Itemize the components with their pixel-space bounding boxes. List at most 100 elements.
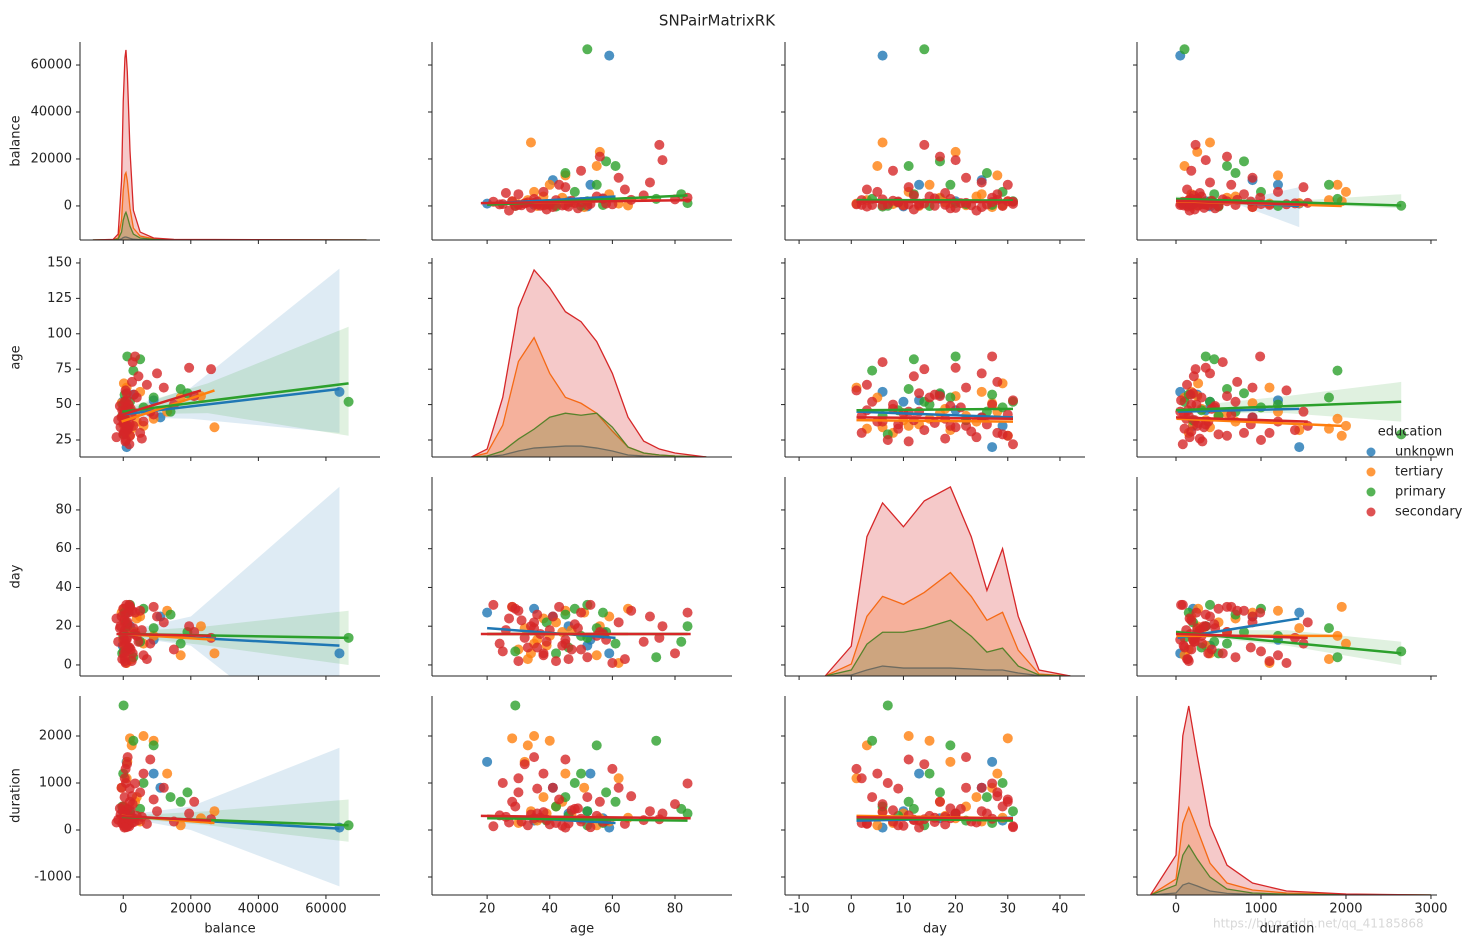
- scatter-point: [1002, 179, 1013, 190]
- kde-line: [471, 268, 707, 457]
- scatter-point: [914, 822, 925, 833]
- scatter-point: [165, 609, 176, 620]
- scatter-point: [175, 638, 186, 649]
- scatter-point: [560, 768, 571, 779]
- kde-line: [92, 210, 367, 240]
- scatter-point: [529, 730, 540, 741]
- scatter-point: [560, 609, 571, 620]
- kde-line: [825, 619, 1071, 676]
- regression-line: [1175, 197, 1402, 207]
- scatter-point: [538, 807, 549, 818]
- scatter-point: [657, 155, 668, 166]
- y-tick-label: 60: [55, 541, 72, 556]
- scatter-point: [1188, 636, 1199, 647]
- scatter-point: [934, 151, 945, 162]
- scatter-point: [1213, 603, 1224, 614]
- scatter-point: [1281, 385, 1292, 396]
- scatter-point: [607, 763, 618, 774]
- scatter-point: [945, 203, 956, 214]
- scatter-point: [1203, 648, 1214, 659]
- scatter-point: [1182, 654, 1193, 665]
- scatter-point: [976, 386, 987, 397]
- panel: [851, 700, 1018, 833]
- scatter-point: [133, 371, 144, 382]
- scatter-point: [1184, 205, 1195, 216]
- scatter-point: [124, 783, 135, 794]
- scatter-point: [1200, 351, 1211, 362]
- scatter-point: [613, 773, 624, 784]
- scatter-point: [554, 179, 565, 190]
- scatter-point: [582, 806, 593, 817]
- scatter-point: [494, 638, 505, 649]
- scatter-point: [1210, 203, 1221, 214]
- scatter-point: [585, 599, 596, 610]
- scatter-point: [594, 151, 605, 162]
- scatter-point: [158, 382, 169, 393]
- legend-label: secondary: [1395, 505, 1463, 520]
- regression-line: [856, 416, 1014, 421]
- scatter-point: [888, 165, 898, 176]
- scatter-point: [119, 773, 130, 784]
- scatter-point: [551, 656, 562, 667]
- scatter-point: [1197, 638, 1208, 649]
- scatter-point: [610, 796, 621, 807]
- scatter-point: [563, 654, 574, 665]
- scatter-point: [122, 617, 133, 628]
- scatter-point: [1008, 806, 1018, 817]
- scatter-point: [1336, 430, 1347, 441]
- scatter-point: [500, 188, 511, 199]
- panel: [1175, 351, 1407, 453]
- x-tick-label: 60: [604, 902, 621, 917]
- scatter-point: [510, 603, 521, 614]
- scatter-point: [924, 399, 935, 410]
- scatter-point: [576, 644, 587, 655]
- scatter-point: [532, 783, 543, 794]
- scatter-point: [877, 137, 888, 148]
- scatter-point: [585, 822, 596, 833]
- scatter-point: [162, 768, 173, 779]
- panel: [1175, 44, 1407, 228]
- scatter-point: [1222, 638, 1232, 649]
- x-tick-label: 0: [847, 902, 855, 917]
- scatter-point: [987, 399, 998, 410]
- scatter-point: [124, 419, 135, 430]
- scatter-point: [138, 768, 149, 779]
- scatter-point: [122, 752, 133, 763]
- x-tick-label: 2000: [1329, 902, 1362, 917]
- x-tick-label: 60000: [305, 902, 346, 917]
- scatter-point: [997, 420, 1008, 431]
- scatter-point: [1247, 382, 1258, 393]
- scatter-point: [538, 186, 549, 197]
- x-tick-label: 20: [947, 902, 964, 917]
- scatter-point: [604, 50, 615, 61]
- scatter-point: [604, 648, 615, 659]
- scatter-point: [1340, 420, 1351, 431]
- scatter-point: [945, 740, 956, 751]
- scatter-point: [175, 796, 186, 807]
- scatter-point: [619, 818, 630, 829]
- scatter-point: [914, 388, 925, 399]
- scatter-point: [1008, 822, 1018, 833]
- scatter-point: [867, 396, 878, 407]
- scatter-point: [1323, 654, 1334, 665]
- scatter-point: [1186, 165, 1197, 176]
- scatter-point: [644, 177, 655, 188]
- scatter-point: [1332, 179, 1343, 190]
- scatter-point: [560, 634, 571, 645]
- y-axis-label: duration: [9, 768, 24, 823]
- regression-line: [856, 816, 1014, 820]
- scatter-point: [976, 202, 987, 213]
- scatter-point: [1255, 646, 1266, 657]
- scatter-point: [522, 642, 533, 653]
- scatter-point: [682, 621, 693, 632]
- scatter-point: [657, 808, 668, 819]
- scatter-point: [1008, 439, 1018, 450]
- scatter-point: [560, 168, 571, 179]
- scatter-point: [1238, 627, 1249, 638]
- scatter-point: [1247, 611, 1258, 622]
- scatter-point: [158, 782, 169, 793]
- scatter-point: [1177, 439, 1188, 450]
- scatter-point: [651, 735, 662, 746]
- scatter-point: [867, 365, 878, 376]
- scatter-point: [119, 427, 130, 438]
